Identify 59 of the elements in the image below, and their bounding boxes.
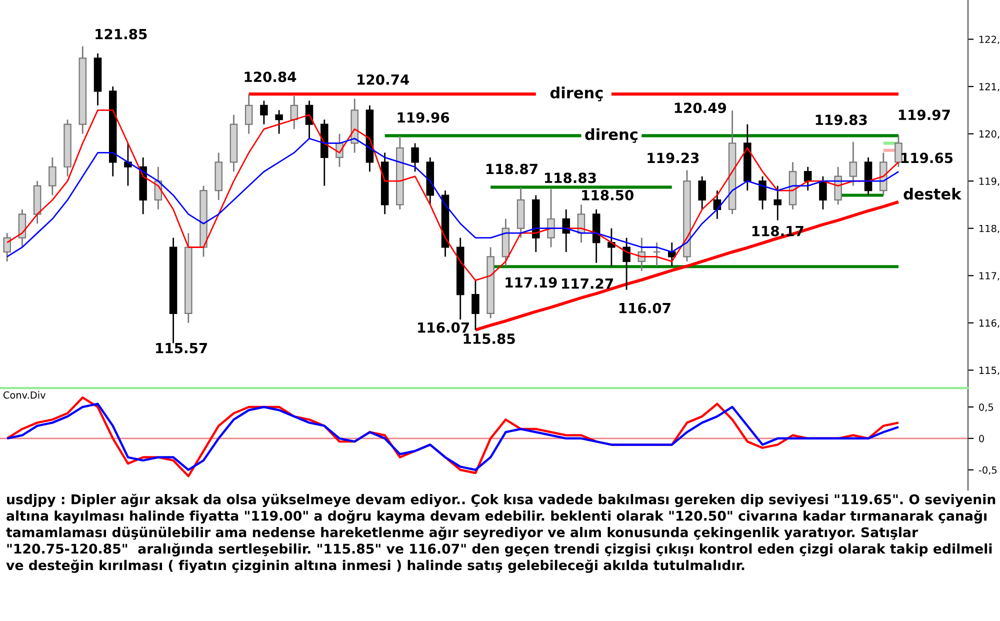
annotation: 116.07 <box>619 302 670 314</box>
candlestick <box>652 242 661 267</box>
candlestick <box>622 237 630 290</box>
y-tick-label: -0,5 <box>978 466 997 475</box>
annotation: 119.65 <box>902 152 953 164</box>
annotation: 116.07 <box>418 322 469 333</box>
candlestick <box>774 185 782 221</box>
candlestick <box>758 176 766 210</box>
annotation: 119.97 <box>898 110 950 120</box>
annotation: 117.19 <box>506 277 557 288</box>
annotation: 118.50 <box>582 190 634 200</box>
y-tick-label: 121, <box>979 82 1000 92</box>
y-tick-label: 115, <box>979 366 1000 375</box>
candlestick <box>698 176 706 210</box>
candlestick <box>849 141 858 186</box>
candlestick <box>819 176 827 210</box>
chart-title: Conv.Div <box>3 391 46 399</box>
annotation: 119.83 <box>816 114 867 126</box>
candlestick <box>834 166 842 206</box>
annotation: 119.23 <box>648 152 699 164</box>
candlestick <box>608 228 616 267</box>
series-label: direnç <box>550 86 603 102</box>
annotation: 115.57 <box>156 343 207 354</box>
candlestick <box>244 93 253 134</box>
y-tick-label: 120, <box>979 130 1000 139</box>
annotation: 120.49 <box>674 102 726 114</box>
candlestick <box>411 142 419 172</box>
annotation: 120.74 <box>358 74 410 85</box>
y-tick-label: 0,5 <box>979 403 994 412</box>
candlestick <box>547 188 555 248</box>
candlestick <box>668 242 676 267</box>
annotation: 120.84 <box>244 72 296 82</box>
annotation: 117.27 <box>562 278 613 289</box>
y-tick-label: 119, <box>979 178 1000 186</box>
y-tick-label: 117, <box>979 272 1000 280</box>
series-label: direnç <box>585 128 638 143</box>
series-label: destek <box>904 188 962 200</box>
text: usdjpy : Dipler ağır aksak da olsa yükselmeye devam ediyor.. Çok kısa vadede bakılması gereken dip seviyesi "119.65". O seviyenin altına kayılması halinde fiyatta "119.00" a doğru kayma devam edebilir. beklenti olarak "120.50" civarına kadar tırmanarak çanağı tamamlaması düşünülebilir ama nedense hareketlenme ağır seyrediyor ve alım konusunda çekingenlik yaratıyor. Satışlar "120.75-120.85" aralığında sertleşebilir. "115.85" ve 116.07" den geçen trendi çizgisi çıkışı kontrol eden çizgi olarak takip edilmeli ve desteğin kırılması ( fiyatın çizginin altına inmesi ) halinde satış gelebileceği akılda tutulmalıdır. <box>6 494 996 573</box>
candlestick <box>124 142 132 186</box>
candlestick <box>18 208 26 248</box>
candlestick <box>48 156 56 196</box>
annotation: 121.85 <box>96 28 147 40</box>
line-series <box>6 402 900 471</box>
y-tick-label: 116, <box>979 319 1000 328</box>
y-tick-label: 0 <box>979 434 984 442</box>
annotation: 118.83 <box>544 172 596 184</box>
annotation: 119.96 <box>398 112 450 123</box>
y-tick-label: 118, <box>979 224 1000 234</box>
candlestick <box>472 280 480 331</box>
y-tick-label: 122, <box>979 36 1000 44</box>
candlestick <box>804 166 812 192</box>
candlestick <box>275 109 283 134</box>
annotation: 118.87 <box>486 164 538 174</box>
line-series <box>474 200 900 332</box>
candlestick <box>894 134 902 168</box>
candlestick <box>260 100 268 126</box>
candlestick <box>562 208 570 253</box>
candlestick <box>3 232 11 262</box>
annotation: 115.85 <box>464 334 515 344</box>
